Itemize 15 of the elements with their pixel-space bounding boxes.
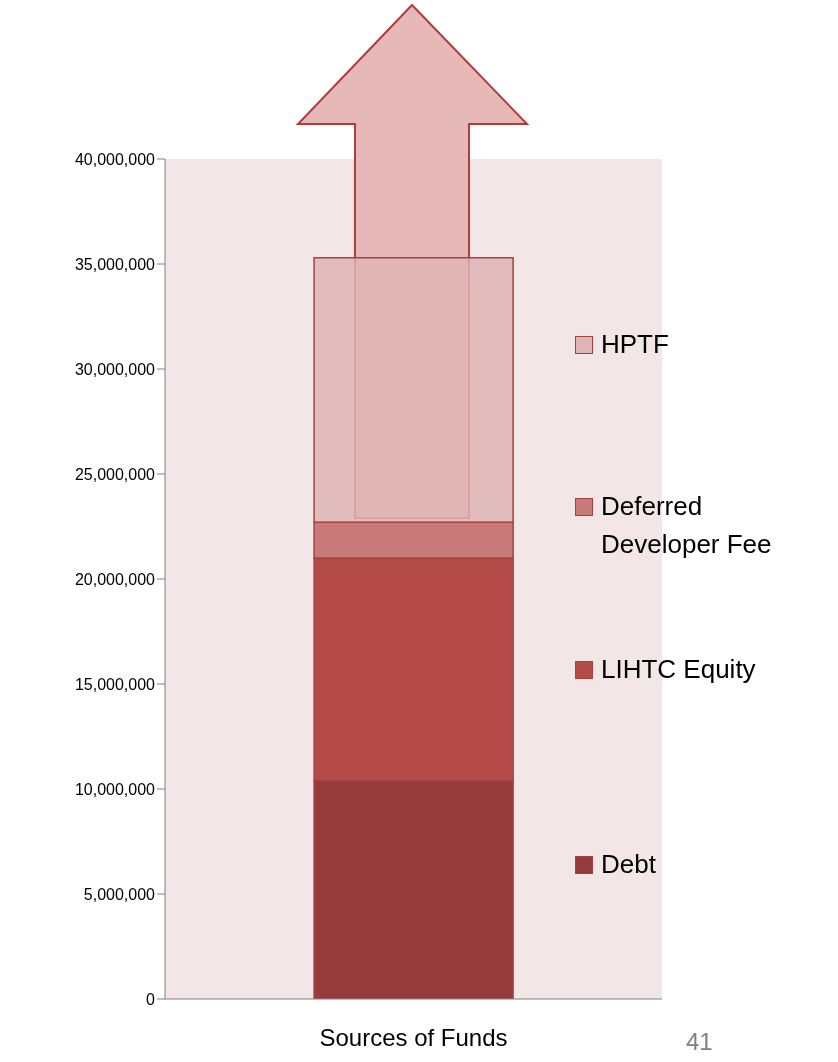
text: 41 bbox=[686, 1028, 713, 1056]
y-tick-label: 0 bbox=[146, 990, 156, 1008]
y-tick-label: 5,000,000 bbox=[83, 885, 156, 903]
y-tick-label: 40,000,000 bbox=[74, 150, 156, 168]
x-tick-label: Sources of Funds bbox=[319, 1024, 508, 1052]
legend-label: LIHTC Equity bbox=[601, 653, 757, 686]
y-tick-label: 30,000,000 bbox=[74, 360, 156, 378]
legend-label: Debt bbox=[601, 848, 657, 881]
legend-label: Deferred Developer Fee bbox=[601, 490, 773, 561]
y-tick-label: 10,000,000 bbox=[74, 780, 156, 798]
legend-label: HPTF bbox=[601, 328, 670, 361]
y-tick-label: 25,000,000 bbox=[74, 465, 156, 483]
y-tick-label: 20,000,000 bbox=[74, 570, 156, 588]
y-tick-label: 15,000,000 bbox=[74, 675, 156, 693]
y-tick-label: 35,000,000 bbox=[74, 255, 156, 273]
